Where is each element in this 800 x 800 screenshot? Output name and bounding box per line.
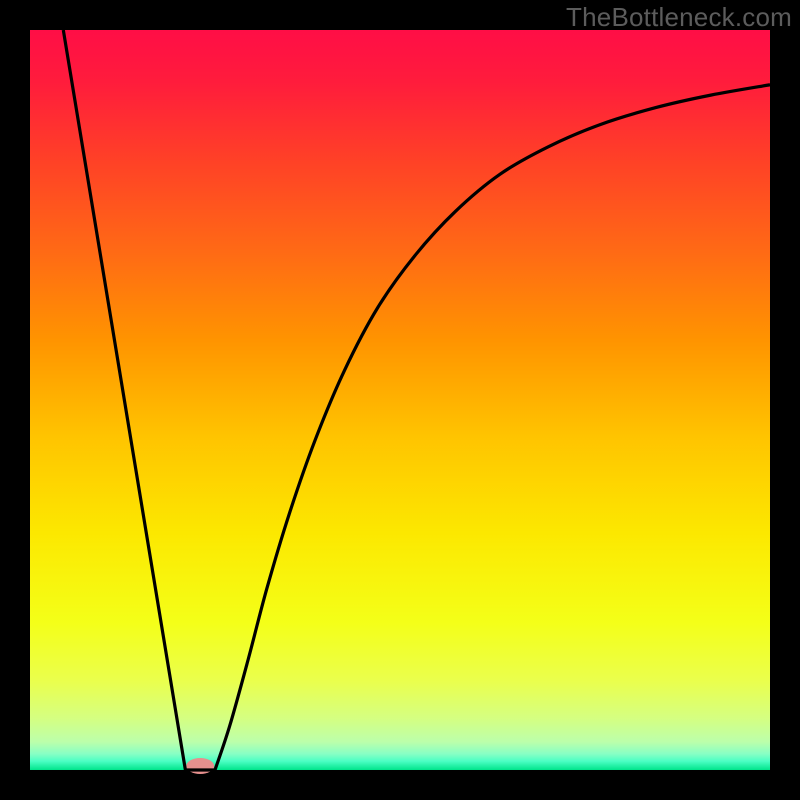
gradient-background [30,30,770,770]
chart-canvas [0,0,800,800]
bottleneck-chart: TheBottleneck.com [0,0,800,800]
